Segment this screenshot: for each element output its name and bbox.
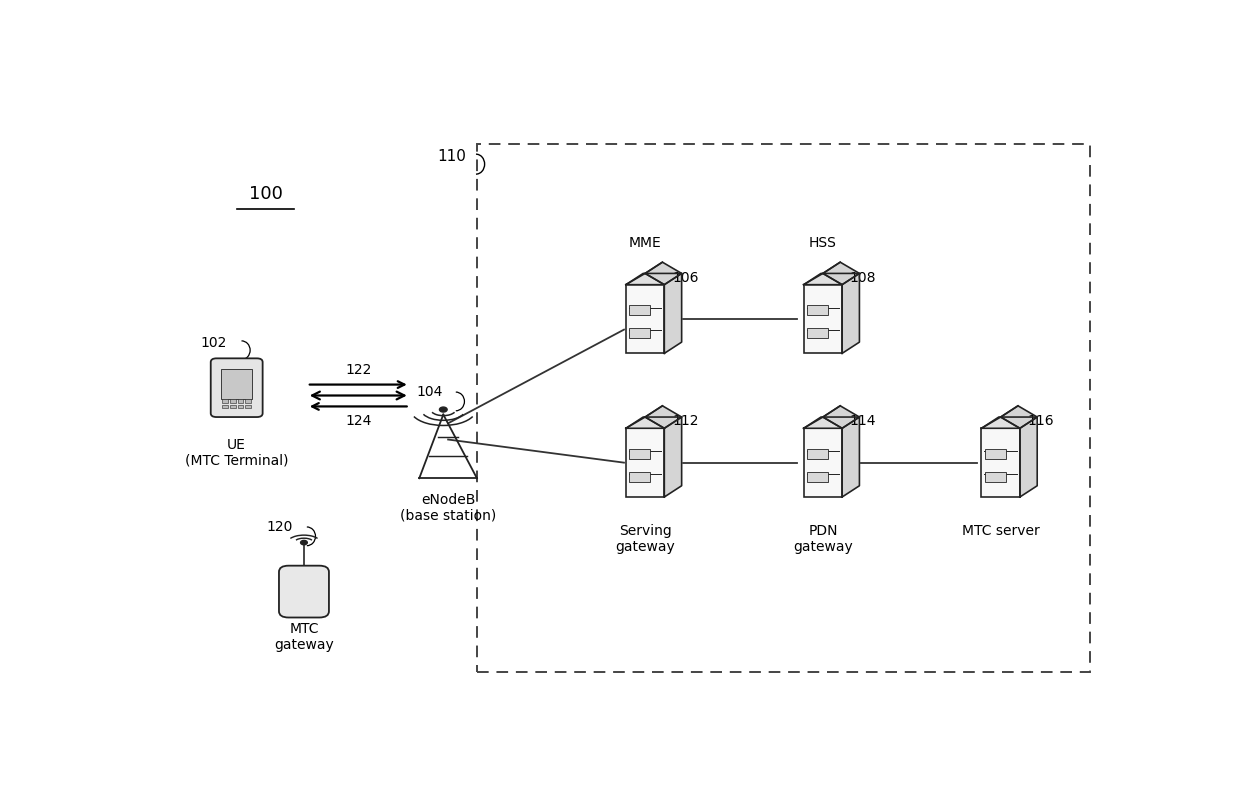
Circle shape <box>439 407 448 412</box>
Text: 122: 122 <box>345 363 372 377</box>
Text: 120: 120 <box>267 521 293 534</box>
Polygon shape <box>626 273 665 285</box>
Text: MTC
gateway: MTC gateway <box>274 622 334 652</box>
Bar <box>626 285 665 354</box>
Polygon shape <box>645 406 682 428</box>
Polygon shape <box>982 417 1037 428</box>
Text: 108: 108 <box>849 271 877 285</box>
Polygon shape <box>665 273 682 354</box>
Polygon shape <box>626 417 665 428</box>
Bar <box>804 285 842 354</box>
Text: eNodeB
(base station): eNodeB (base station) <box>401 492 496 523</box>
Bar <box>626 428 665 497</box>
Text: PDN
gateway: PDN gateway <box>794 524 853 554</box>
Bar <box>222 405 228 408</box>
Bar <box>629 449 650 459</box>
Polygon shape <box>842 417 859 497</box>
Bar <box>807 449 828 459</box>
Bar <box>982 428 1021 497</box>
Text: 100: 100 <box>248 185 283 203</box>
Text: 102: 102 <box>201 337 227 350</box>
Bar <box>804 428 842 497</box>
Bar <box>246 399 250 403</box>
Polygon shape <box>645 262 682 285</box>
Text: UE
(MTC Terminal): UE (MTC Terminal) <box>185 438 289 468</box>
Text: 124: 124 <box>345 414 372 428</box>
Polygon shape <box>823 406 859 428</box>
Text: 112: 112 <box>672 414 698 428</box>
Bar <box>807 328 828 338</box>
Bar <box>629 328 650 338</box>
Bar <box>222 399 228 403</box>
Polygon shape <box>804 273 859 285</box>
Bar <box>229 399 236 403</box>
Text: 106: 106 <box>672 271 698 285</box>
Bar <box>229 405 236 408</box>
Text: Serving
gateway: Serving gateway <box>615 524 675 554</box>
Text: MTC server: MTC server <box>962 524 1039 538</box>
Polygon shape <box>982 417 1019 428</box>
Bar <box>221 369 252 399</box>
Polygon shape <box>842 273 859 354</box>
Bar <box>238 405 243 408</box>
FancyBboxPatch shape <box>279 566 329 617</box>
Text: HSS: HSS <box>808 236 837 251</box>
Polygon shape <box>665 417 682 497</box>
Polygon shape <box>1001 406 1037 428</box>
Bar <box>238 399 243 403</box>
Bar <box>985 449 1006 459</box>
Polygon shape <box>823 262 859 285</box>
Bar <box>629 472 650 482</box>
Bar <box>629 306 650 315</box>
Polygon shape <box>804 273 842 285</box>
Polygon shape <box>804 417 842 428</box>
Text: 114: 114 <box>849 414 877 428</box>
Text: 110: 110 <box>438 149 466 164</box>
Text: 116: 116 <box>1028 414 1054 428</box>
Circle shape <box>300 540 308 545</box>
Bar <box>985 472 1006 482</box>
Bar <box>246 405 250 408</box>
Bar <box>807 306 828 315</box>
Polygon shape <box>1019 417 1037 497</box>
Bar <box>807 472 828 482</box>
FancyBboxPatch shape <box>211 358 263 417</box>
Polygon shape <box>626 417 682 428</box>
Text: MME: MME <box>629 236 661 251</box>
Text: 104: 104 <box>417 385 444 399</box>
Polygon shape <box>626 273 682 285</box>
Polygon shape <box>804 417 859 428</box>
